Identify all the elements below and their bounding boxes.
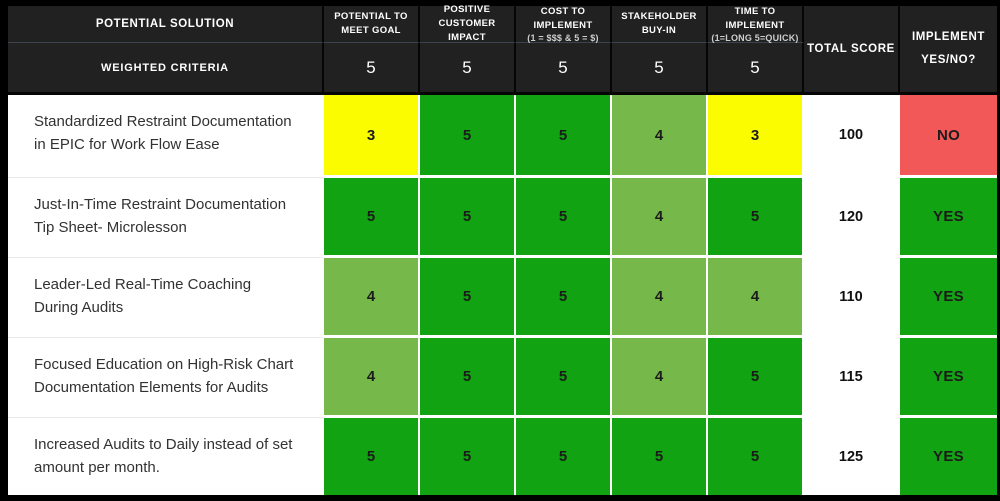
implement-header-line1: IMPLEMENT [911, 31, 986, 43]
criteria-subtitle: (1 = $$$ & 5 = $) [527, 33, 599, 44]
score-cell: 4 [612, 178, 708, 258]
score-cell: 4 [612, 338, 708, 418]
score-cell: 5 [708, 338, 804, 418]
criteria-header-4: STAKEHOLDER BUY-IN [612, 6, 708, 43]
score-cell: 4 [708, 258, 804, 338]
solution-cell: Standardized Restraint Documentation in … [8, 95, 324, 178]
criteria-title: COST TO IMPLEMENT [533, 5, 593, 31]
score-cell: 5 [420, 338, 516, 418]
criteria-weight-3: 5 [516, 43, 612, 95]
solution-column-header: POTENTIAL SOLUTION [8, 6, 324, 43]
criteria-title: POTENTIAL TO MEET GOAL [334, 11, 408, 36]
score-cell: 4 [324, 258, 420, 338]
solution-cell: Focused Education on High-Risk Chart Doc… [8, 338, 324, 418]
score-cell: 5 [612, 418, 708, 495]
criteria-header-1: POTENTIAL TO MEET GOAL [324, 6, 420, 43]
decision-cell: YES [900, 418, 997, 495]
criteria-weight-4: 5 [612, 43, 708, 95]
score-cell: 5 [708, 178, 804, 258]
criteria-title: STAKEHOLDER BUY-IN [621, 11, 697, 36]
score-cell: 5 [516, 418, 612, 495]
score-cell: 5 [324, 178, 420, 258]
score-cell: 3 [324, 95, 420, 178]
decision-cell: YES [900, 178, 997, 258]
criteria-header-5: TIME TO IMPLEMENT (1=LONG 5=QUICK) [708, 6, 804, 43]
implement-header-line2: YES/NO? [921, 54, 976, 66]
score-cell: 5 [516, 258, 612, 338]
total-score-header: TOTAL SCORE [804, 6, 900, 95]
decision-cell: YES [900, 258, 997, 338]
solution-cell: Just-In-Time Restraint Documentation Tip… [8, 178, 324, 258]
total-score-cell: 120 [804, 178, 900, 258]
score-cell: 5 [420, 178, 516, 258]
criteria-weight-2: 5 [420, 43, 516, 95]
solution-cell: Increased Audits to Daily instead of set… [8, 418, 324, 495]
criteria-weight-5: 5 [708, 43, 804, 95]
score-cell: 5 [420, 418, 516, 495]
score-cell: 5 [516, 95, 612, 178]
weighted-criteria-label: WEIGHTED CRITERIA [8, 43, 324, 95]
total-score-cell: 100 [804, 95, 900, 178]
total-score-cell: 125 [804, 418, 900, 495]
criteria-header-2: POSITIVE CUSTOMER IMPACT [420, 4, 516, 43]
criteria-title: TIME TO IMPLEMENT [725, 5, 785, 31]
score-cell: 5 [516, 338, 612, 418]
total-score-cell: 115 [804, 338, 900, 418]
score-cell: 5 [708, 418, 804, 495]
implement-header: IMPLEMENT YES/NO? [900, 6, 997, 95]
criteria-title: POSITIVE CUSTOMER IMPACT [438, 4, 496, 43]
decision-matrix-table: POTENTIAL SOLUTION WEIGHTED CRITERIA POT… [8, 4, 997, 495]
decision-cell: YES [900, 338, 997, 418]
score-cell: 5 [324, 418, 420, 495]
score-cell: 4 [612, 95, 708, 178]
criteria-subtitle: (1=LONG 5=QUICK) [711, 33, 799, 44]
criteria-weight-1: 5 [324, 43, 420, 95]
score-cell: 5 [516, 178, 612, 258]
score-cell: 5 [420, 95, 516, 178]
score-cell: 4 [324, 338, 420, 418]
score-cell: 4 [612, 258, 708, 338]
criteria-header-3: COST TO IMPLEMENT (1 = $$$ & 5 = $) [516, 6, 612, 43]
total-score-cell: 110 [804, 258, 900, 338]
score-cell: 5 [420, 258, 516, 338]
score-cell: 3 [708, 95, 804, 178]
solution-cell: Leader-Led Real-Time Coaching During Aud… [8, 258, 324, 338]
decision-cell: NO [900, 95, 997, 178]
